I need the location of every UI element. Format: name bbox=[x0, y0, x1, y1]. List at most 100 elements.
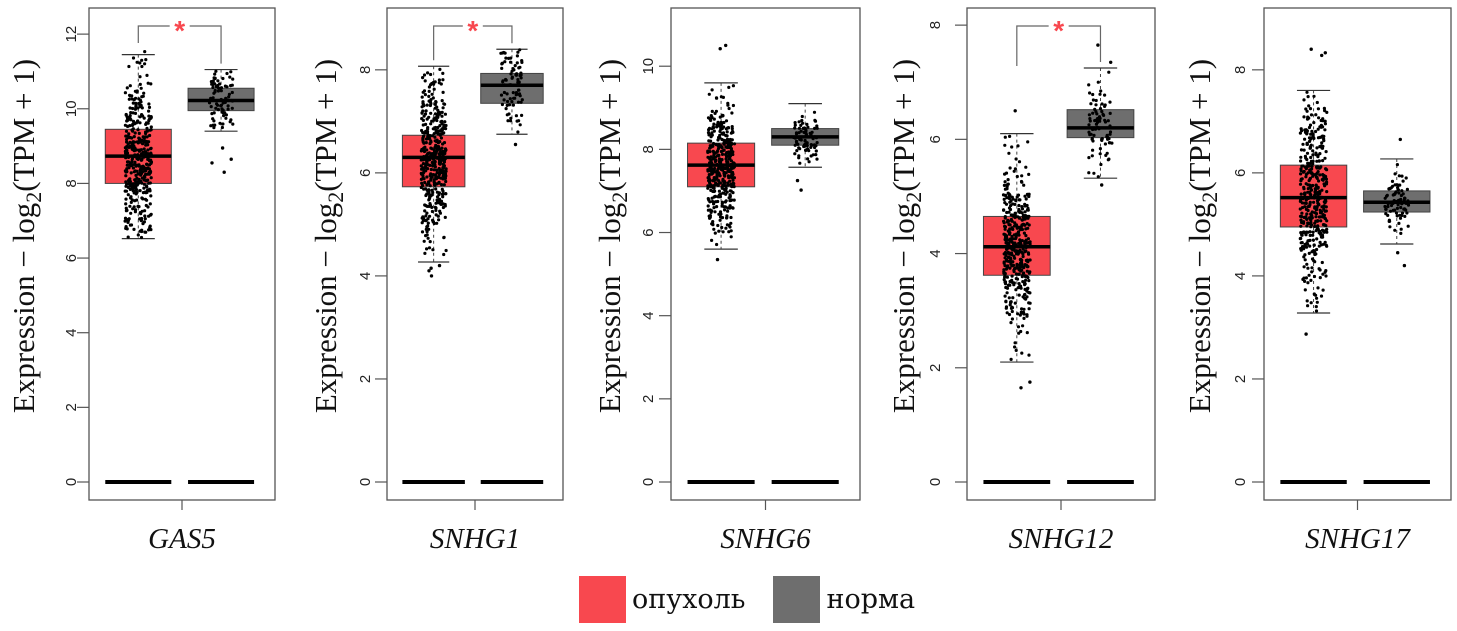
data-point bbox=[1404, 201, 1408, 205]
data-point bbox=[425, 230, 429, 234]
data-point bbox=[1315, 171, 1319, 175]
data-point bbox=[1308, 233, 1312, 237]
data-point bbox=[1307, 104, 1311, 108]
data-point bbox=[143, 209, 147, 213]
data-point bbox=[1094, 110, 1098, 114]
data-point bbox=[800, 114, 804, 119]
data-point bbox=[1003, 294, 1007, 298]
data-point bbox=[132, 227, 136, 231]
data-point bbox=[1108, 111, 1112, 115]
data-point bbox=[1324, 181, 1328, 186]
data-point bbox=[1303, 242, 1307, 247]
data-point bbox=[1027, 301, 1031, 305]
data-point bbox=[435, 221, 439, 225]
data-point bbox=[1316, 219, 1320, 223]
data-point bbox=[499, 93, 504, 97]
data-point bbox=[136, 106, 140, 110]
data-point bbox=[799, 138, 803, 142]
data-point bbox=[728, 189, 732, 193]
data-point bbox=[1023, 204, 1027, 208]
data-point bbox=[1315, 296, 1319, 300]
data-point bbox=[1013, 224, 1017, 228]
data-point bbox=[1318, 135, 1322, 139]
data-point bbox=[430, 205, 434, 209]
data-point bbox=[707, 128, 711, 132]
data-point bbox=[142, 147, 146, 151]
data-point bbox=[1306, 221, 1310, 225]
data-point bbox=[504, 56, 508, 60]
data-point bbox=[715, 242, 719, 247]
data-point bbox=[219, 89, 223, 93]
data-point bbox=[516, 80, 520, 84]
data-point bbox=[1323, 122, 1327, 126]
y-axis-label: Expression − log2(TPM + 1) bbox=[1182, 59, 1222, 413]
data-point bbox=[730, 129, 735, 134]
data-point bbox=[1323, 128, 1327, 132]
data-point bbox=[1016, 325, 1021, 329]
data-point bbox=[731, 103, 736, 108]
data-point bbox=[1315, 159, 1319, 163]
data-point bbox=[442, 131, 446, 135]
data-point bbox=[1308, 200, 1312, 204]
data-point bbox=[1022, 293, 1027, 297]
data-point bbox=[134, 182, 138, 186]
data-point bbox=[1393, 172, 1397, 176]
y-tick-label: 8 bbox=[1232, 66, 1249, 74]
data-point bbox=[1006, 182, 1010, 186]
data-point bbox=[126, 155, 131, 159]
data-point bbox=[136, 128, 140, 132]
data-point bbox=[1093, 127, 1097, 131]
data-point bbox=[146, 166, 150, 170]
data-point bbox=[128, 84, 132, 88]
data-point bbox=[141, 191, 145, 195]
data-point bbox=[435, 195, 440, 199]
data-point bbox=[511, 96, 516, 100]
data-point bbox=[419, 158, 423, 162]
data-point bbox=[1306, 196, 1311, 200]
data-point bbox=[1001, 193, 1006, 197]
data-point bbox=[1399, 231, 1403, 235]
data-point bbox=[138, 61, 142, 65]
data-point bbox=[715, 162, 719, 167]
data-point bbox=[1014, 157, 1018, 161]
data-point bbox=[1020, 307, 1024, 311]
data-point bbox=[1301, 142, 1305, 146]
data-point bbox=[1401, 192, 1405, 196]
data-point bbox=[1307, 116, 1311, 120]
data-point bbox=[1008, 266, 1012, 270]
data-point bbox=[726, 150, 730, 154]
data-point bbox=[146, 152, 150, 156]
data-point bbox=[798, 161, 802, 165]
data-point bbox=[127, 145, 131, 149]
data-point bbox=[726, 174, 731, 178]
data-point bbox=[1402, 201, 1406, 205]
data-point bbox=[141, 94, 145, 98]
data-point bbox=[442, 236, 446, 240]
data-point bbox=[1013, 211, 1017, 215]
data-point bbox=[715, 170, 719, 174]
data-point bbox=[709, 188, 713, 192]
data-point bbox=[715, 125, 719, 129]
data-point bbox=[731, 191, 735, 195]
data-point bbox=[1308, 217, 1312, 221]
data-point bbox=[1304, 207, 1308, 211]
data-point bbox=[421, 123, 425, 127]
data-point bbox=[1323, 240, 1327, 244]
data-point bbox=[145, 135, 149, 139]
data-point bbox=[728, 225, 732, 229]
y-tick-label: 10 bbox=[63, 100, 80, 117]
data-point bbox=[1003, 227, 1007, 231]
data-point bbox=[437, 172, 441, 177]
data-point bbox=[227, 95, 231, 99]
data-point bbox=[803, 138, 807, 143]
y-tick-label: 4 bbox=[640, 312, 657, 320]
data-point bbox=[1023, 281, 1027, 285]
data-point bbox=[813, 135, 817, 139]
data-point bbox=[216, 79, 220, 83]
data-point bbox=[222, 114, 226, 118]
data-point bbox=[420, 117, 424, 121]
data-point bbox=[1098, 147, 1102, 151]
data-point bbox=[128, 184, 132, 188]
data-point bbox=[1014, 277, 1018, 281]
data-point bbox=[509, 116, 513, 120]
